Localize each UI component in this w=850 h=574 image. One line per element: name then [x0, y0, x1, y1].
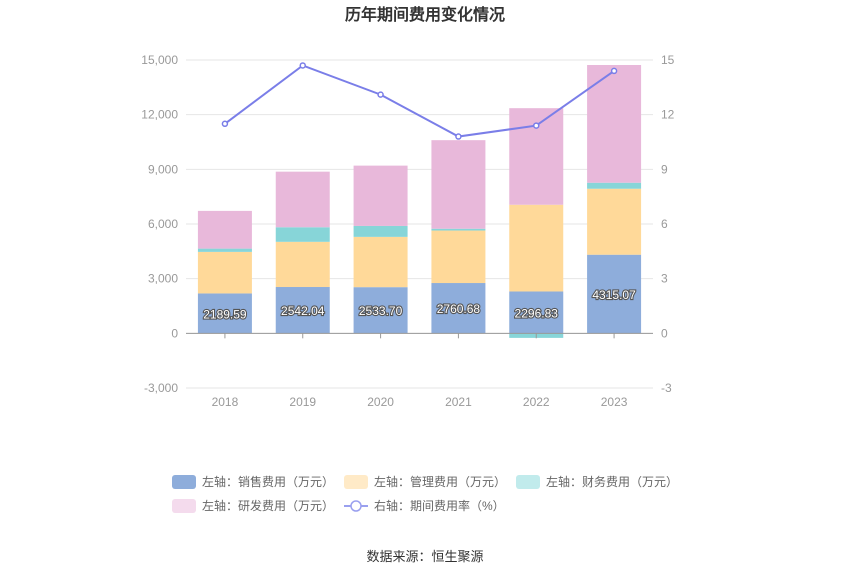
bar-segment — [197, 251, 252, 294]
y-right-tick-label: 9 — [661, 162, 668, 176]
axes: -3,000 0 3,000 6,000 9,000 12,000 15,000 -3 0 3 6 9… — [141, 53, 674, 409]
data-labels: 2189.59 2542.04 2533.70 2760.68 2296.83 4315.… — [202, 287, 637, 323]
bar-segment — [353, 225, 408, 237]
bar-segment — [275, 227, 330, 242]
legend-item-label[interactable]: 左轴：财务费用（万元） — [546, 474, 678, 489]
rate-point — [533, 122, 540, 129]
y-right-tick-label: -3 — [661, 381, 672, 395]
bar-segment — [353, 236, 408, 288]
chart-title: 历年期间费用变化情况 — [345, 5, 505, 24]
bar-segment — [587, 65, 642, 183]
data-label: 2189.59 — [203, 307, 247, 321]
y-right-tick-label: 15 — [661, 53, 675, 67]
data-label: 2296.83 — [515, 306, 559, 320]
data-label: 4315.07 — [592, 288, 636, 302]
bar-segment — [431, 283, 486, 334]
bar-segment — [197, 248, 252, 252]
y-right-tick-label: 6 — [661, 217, 668, 231]
legend-item-label[interactable]: 左轴：管理费用（万元） — [374, 474, 506, 489]
bar-segment — [197, 293, 252, 334]
y-left-tick-label: 6,000 — [148, 217, 178, 231]
bar-segment — [431, 230, 486, 284]
y-right-tick-label: 0 — [661, 326, 668, 340]
y-left-tick-label: 12,000 — [141, 108, 178, 122]
bar-segment — [353, 165, 408, 226]
x-tick-label: 2022 — [523, 395, 550, 409]
rate-point — [299, 62, 306, 69]
rate-point — [610, 67, 618, 75]
legend[interactable]: 左轴：销售费用（万元） 左轴：管理费用（万元） 左轴：财务费用（万元） 左轴：研发费用… — [172, 474, 678, 513]
x-tick-label: 2018 — [212, 395, 239, 409]
bar-segment — [509, 204, 564, 292]
legend-marker[interactable] — [172, 475, 196, 489]
legend-item-label[interactable]: 右轴：期间费用率（%） — [374, 498, 505, 513]
data-label: 2760.68 — [437, 302, 481, 316]
bars — [197, 65, 642, 338]
data-label: 2533.70 — [359, 304, 403, 318]
bar-segment — [275, 171, 330, 228]
x-tick-label: 2021 — [445, 395, 472, 409]
bar-segment — [587, 188, 642, 255]
x-tick-label: 2020 — [367, 395, 394, 409]
legend-marker[interactable] — [172, 499, 196, 513]
legend-item-label[interactable]: 左轴：研发费用（万元） — [202, 498, 334, 513]
bar-segment — [431, 140, 486, 229]
legend-marker[interactable] — [516, 475, 540, 489]
y-left-tick-label: 0 — [171, 326, 178, 340]
bar-segment — [587, 182, 642, 189]
source-note: 数据来源：恒生聚源 — [366, 549, 483, 564]
bar-segment — [353, 287, 408, 334]
rate-point — [377, 91, 384, 98]
bar-segment — [587, 254, 642, 334]
y-left-tick-label: 9,000 — [148, 162, 178, 176]
x-tick-label: 2019 — [289, 395, 316, 409]
rate-line — [221, 62, 618, 140]
rate-point — [455, 133, 462, 140]
legend-marker[interactable] — [344, 475, 368, 489]
bar-segment — [197, 210, 252, 249]
bar-segment — [509, 291, 564, 334]
x-tick-label: 2023 — [601, 395, 628, 409]
y-left-tick-label: -3,000 — [144, 381, 178, 395]
rate-line-path — [224, 64, 615, 138]
rate-point — [221, 120, 229, 128]
legend-item-label[interactable]: 左轴：销售费用（万元） — [202, 474, 334, 489]
y-right-tick-label: 12 — [661, 108, 675, 122]
y-right-tick-label: 3 — [661, 272, 668, 286]
gridlines — [186, 59, 653, 389]
y-left-tick-label: 15,000 — [141, 53, 178, 67]
y-left-tick-label: 3,000 — [148, 272, 178, 286]
bar-segment — [431, 228, 486, 231]
data-label: 2542.04 — [281, 304, 325, 318]
bar-segment — [275, 287, 330, 334]
bar-segment — [275, 241, 330, 288]
legend-marker[interactable] — [350, 500, 362, 512]
